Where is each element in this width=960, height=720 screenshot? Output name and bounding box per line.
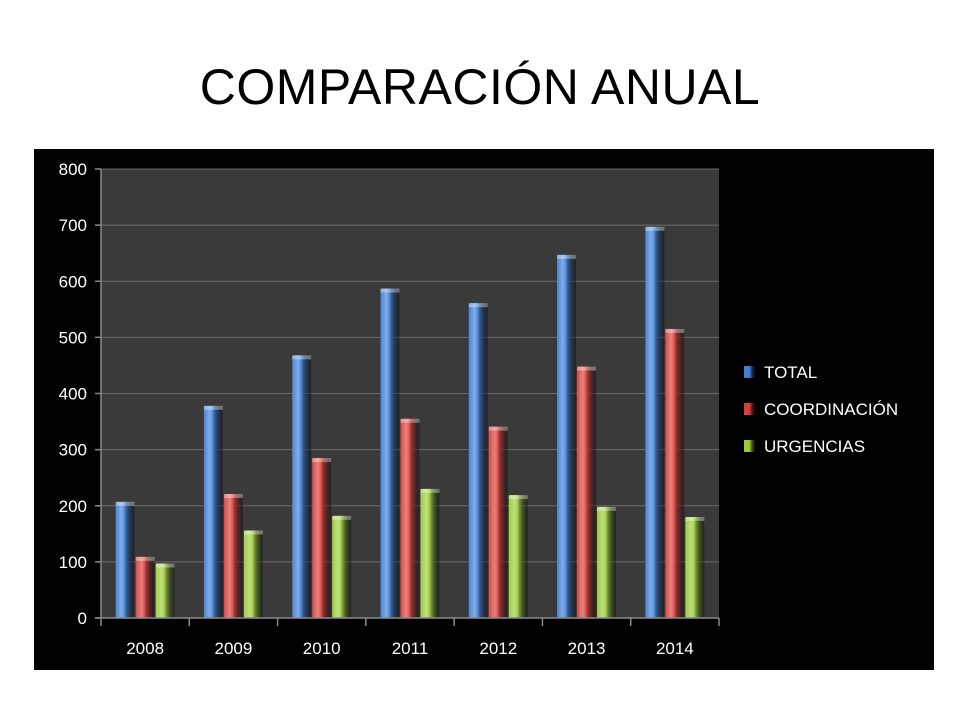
x-tick-label: 2013 [568,639,606,658]
x-tick-label: 2010 [303,639,341,658]
bar-total-2008 [115,501,135,618]
x-tick-label: 2014 [656,639,694,658]
bar-coordinaci-n-2010 [312,458,332,618]
y-tick-label: 800 [59,160,87,179]
bar-total-2011 [380,288,400,618]
y-axis-tick-labels: 0 100 200 300 400 500 600 700 800 [59,160,87,628]
bar-urgencias-2012 [508,495,528,618]
y-tick-label: 700 [59,216,87,235]
bar-urgencias-2013 [597,506,617,618]
bars [115,226,705,618]
legend-label: TOTAL [764,363,817,382]
legend-label: URGENCIAS [764,437,865,456]
bar-urgencias-2008 [155,563,175,618]
bar-urgencias-2010 [332,515,352,618]
axes [95,168,720,626]
y-tick-label: 200 [59,497,87,516]
legend-swatch [744,440,756,452]
bar-urgencias-2011 [420,488,440,618]
legend-label: COORDINACIÓN [764,400,898,419]
slide-title: COMPARACIÓN ANUAL [199,59,761,115]
bar-urgencias-2014 [685,516,705,618]
legend-swatch [744,366,756,378]
bar-coordinaci-n-2008 [135,556,155,618]
chart-container: 0 100 200 300 400 500 600 700 800 2008 2009 2010 20… [34,149,934,670]
bar-total-2013 [557,254,577,618]
x-tick-label: 2009 [215,639,253,658]
y-tick-label: 300 [59,441,87,460]
x-tick-label: 2012 [479,639,517,658]
bar-coordinaci-n-2014 [665,328,685,618]
bar-coordinaci-n-2012 [488,426,508,618]
legend: TOTAL COORDINACIÓN URGENCIAS [744,363,898,456]
bar-total-2014 [645,226,665,618]
y-tick-label: 0 [78,609,87,628]
y-tick-label: 100 [59,553,87,572]
x-tick-label: 2008 [126,639,164,658]
bar-coordinaci-n-2011 [400,418,420,618]
bar-total-2009 [203,405,223,618]
x-axis-tick-labels: 2008 2009 2010 2011 2012 2013 2014 [126,639,694,658]
y-tick-label: 600 [59,272,87,291]
bar-coordinaci-n-2013 [577,366,597,618]
bar-coordinaci-n-2009 [223,493,243,618]
bar-total-2010 [292,355,312,618]
y-tick-label: 400 [59,385,87,404]
x-tick-label: 2011 [392,639,429,658]
y-tick-label: 500 [59,328,87,347]
legend-swatch [744,403,756,415]
bar-urgencias-2009 [243,530,263,618]
bar-total-2012 [468,303,488,618]
